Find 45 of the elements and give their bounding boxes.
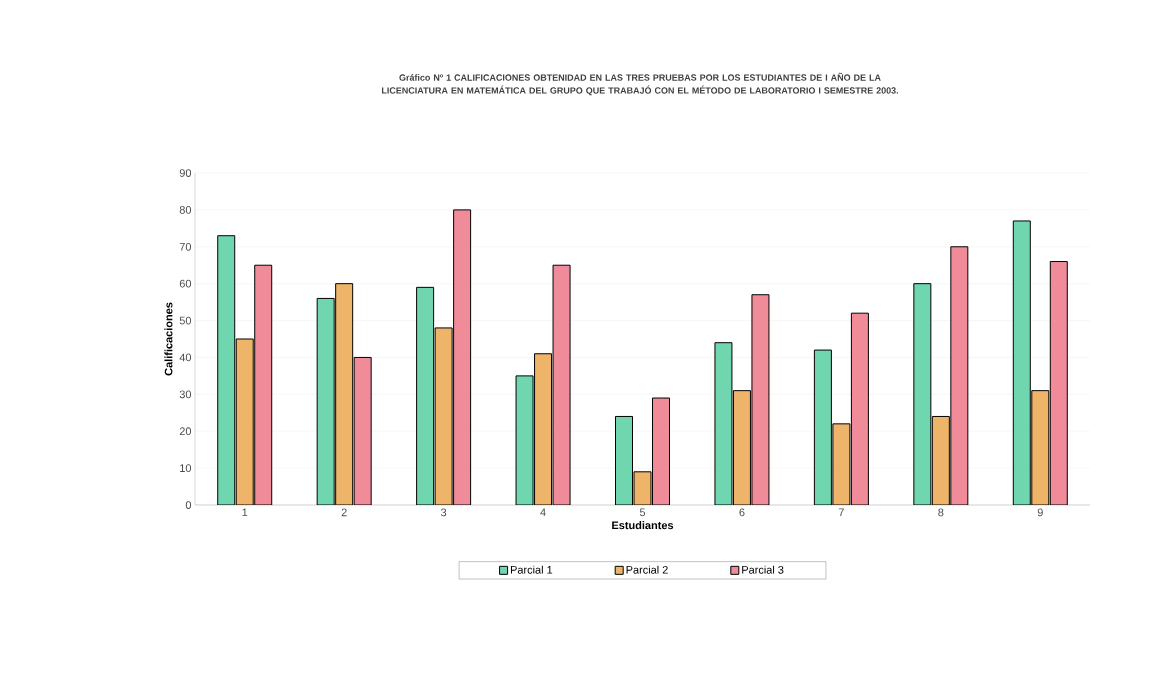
bar [950,246,969,505]
x-tick-label: 6 [739,508,745,517]
bar [732,390,751,505]
x-tick-label: 1 [242,508,248,517]
bar [416,286,435,505]
x-tick-label: 4 [540,508,546,517]
bar [615,415,633,505]
y-tick-label: 60 [179,279,192,288]
bar [1049,261,1068,505]
bar [813,349,832,505]
y-tick-label: 70 [179,242,192,251]
y-tick-label: 90 [179,169,192,177]
x-axis-title: Estudiantes [612,521,674,530]
bar [652,397,671,505]
bar [931,415,950,505]
x-tick-label: 9 [1037,508,1043,517]
y-tick-label: 50 [179,316,192,325]
x-tick-label: 8 [938,508,944,517]
y-tick-label: 30 [179,390,192,399]
bar [453,209,472,505]
bar [335,283,354,505]
bar [235,338,254,505]
chart-title: Gráfico Nº 1 CALIFICACIONES OBTENIDAD EN LAS TRES PRUEBAS POR LOS ESTUDIANTES DE I AÑO DE LA LICENCIATURA EN MATEMÁTICA DEL GRUPO QUE TRABAJÓ CON EL MÉTODO DE LABORATORIO I SEMESTRE 2003. [381,72,898,96]
bar [217,235,236,505]
x-tick-label: 3 [440,508,447,517]
y-axis-title: Calificaciones [164,302,173,376]
bar [913,283,932,505]
bar [534,353,553,505]
y-tick-label: 10 [180,464,192,472]
legend-label: Parcial 3 [742,565,784,574]
bar [1012,220,1031,505]
y-tick-label: 20 [179,427,192,436]
bar [850,312,869,505]
x-tick-label: 5 [639,508,646,517]
bar [1031,390,1050,505]
bar [353,356,372,505]
x-tick-label: 2 [341,508,347,517]
y-tick-label: 40 [179,353,192,362]
legend-label: Parcial 2 [626,565,668,574]
legend-label: Parcial 1 [510,565,553,574]
y-tick-label: 80 [179,206,192,214]
x-tick-label: 7 [838,508,844,517]
bar [316,297,335,505]
bar [254,264,273,505]
y-tick-label: 0 [185,501,192,509]
